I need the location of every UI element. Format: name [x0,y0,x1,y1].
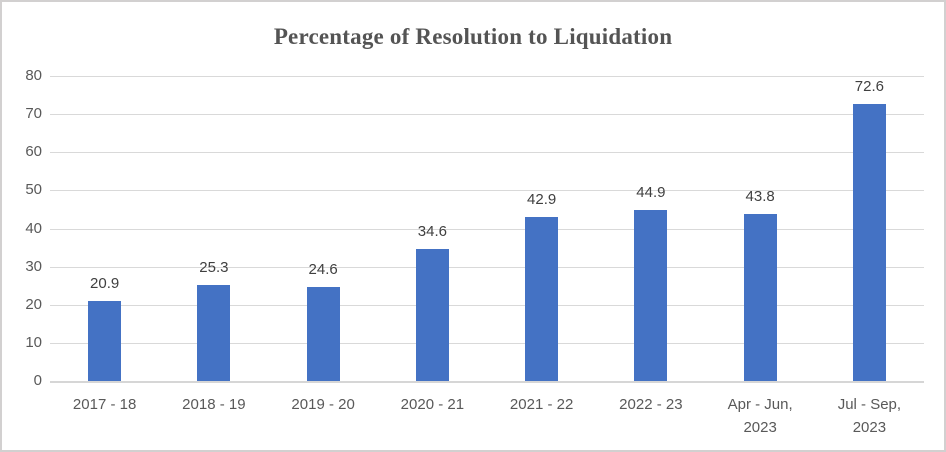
bar [743,214,777,381]
y-axis-tick-label: 70 [25,105,42,123]
y-axis-tick-label: 30 [25,257,42,275]
y-axis-tick-label: 60 [25,143,42,161]
bar [525,217,559,381]
bar-value-label: 42.9 [527,191,557,209]
y-axis-tick-label: 80 [25,67,42,84]
bar [88,301,122,381]
gridline [50,114,924,116]
x-axis-line [50,381,924,383]
chart-title: Percentage of Resolution to Liquidation [273,24,673,49]
bar-value-label: 34.6 [417,223,447,241]
gridline [50,76,924,77]
x-axis-category-label: Jul - Sep, 2023 [837,396,902,436]
bar-value-label: 25.3 [199,258,229,276]
bar [852,104,886,381]
y-axis-tick-label: 20 [25,295,42,313]
bar [197,284,231,381]
x-axis-category-label: 2021 - 22 [509,396,574,413]
x-axis-category-label: 2018 - 19 [182,396,246,413]
gridline [50,342,924,344]
bar-value-label: 72.6 [854,78,884,96]
y-axis-tick-label: 40 [25,219,42,237]
bar-value-label: 43.8 [745,188,775,205]
gridline [50,152,924,154]
bar-value-label: 44.9 [636,183,666,201]
bar [306,287,340,381]
y-axis-tick-label: 50 [25,181,42,199]
y-axis-tick-label: 0 [33,372,42,389]
x-axis-category-label: 2022 - 23 [619,396,683,413]
gridline [50,266,924,268]
gridline [50,304,924,306]
gridline [50,190,924,192]
x-axis-category-label: 2017 - 18 [72,396,137,413]
bar [415,249,449,381]
x-axis-category-label: 2019 - 20 [291,396,355,413]
bar [634,209,668,381]
plot-area: 20.9 25.3 24.6 34.6 42.9 44.9 43.8 72.6 [50,76,924,383]
x-axis-category-label: Apr - Jun, 2023 [727,396,793,436]
y-axis-tick-label: 10 [25,333,42,351]
bar-value-label: 20.9 [90,275,120,293]
gridline [50,228,924,230]
bar-value-label: 24.6 [308,261,338,279]
x-axis-category-label: 2020 - 21 [400,396,465,413]
